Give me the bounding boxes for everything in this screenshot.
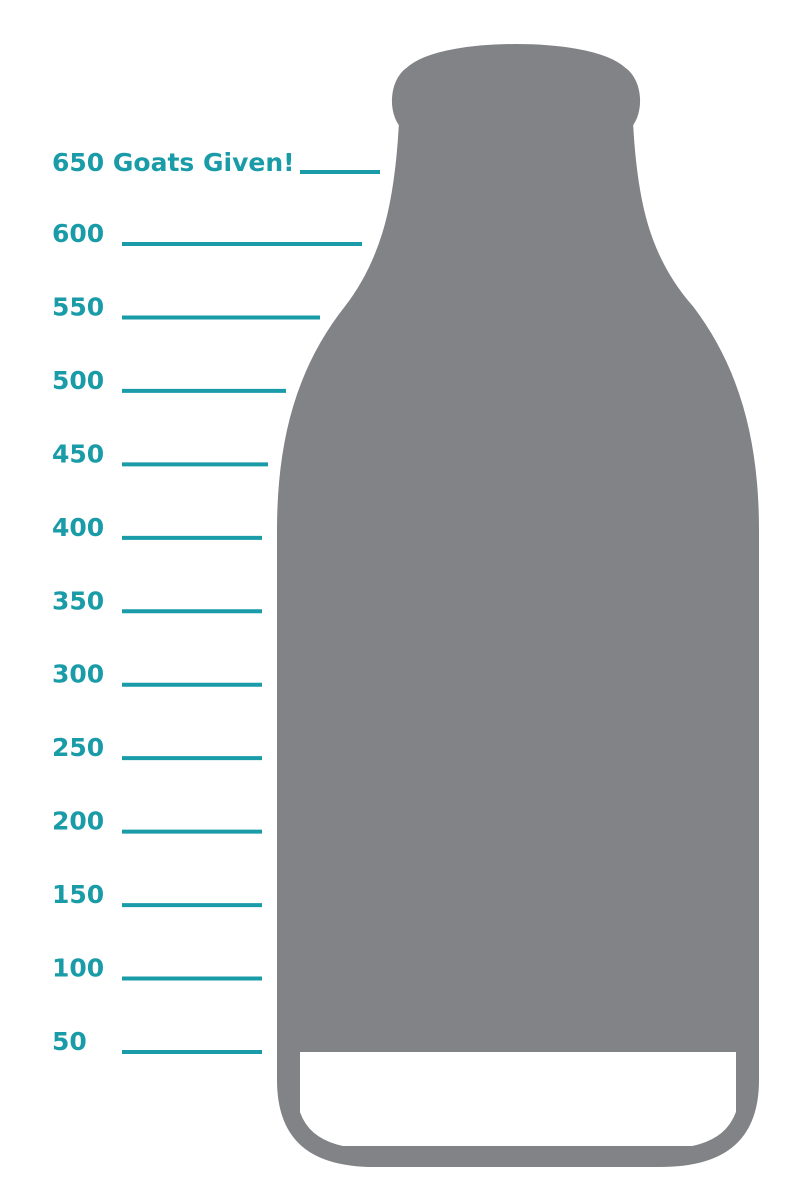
scale-mark-label: 500 xyxy=(52,366,104,395)
scale-mark-label: 300 xyxy=(52,660,104,689)
scale-mark-200: 200 xyxy=(52,807,262,836)
scale-mark-label: 450 xyxy=(52,439,104,468)
scale-mark-label: 350 xyxy=(52,586,104,615)
scale-mark-label: 400 xyxy=(52,513,104,542)
bottle-shape xyxy=(286,53,750,1158)
scale-mark-label: 200 xyxy=(52,807,104,836)
scale-mark-450: 450 xyxy=(52,439,268,468)
bottle-outline xyxy=(277,44,759,1167)
scale-mark-label: 550 xyxy=(52,292,104,321)
scale-mark-500: 500 xyxy=(52,366,286,395)
scale-mark-550: 550 xyxy=(52,292,320,321)
scale-marks: 600 550 500 450 400 350 300 250 200 150 100 50 xyxy=(52,219,362,1056)
scale-mark-150: 150 xyxy=(52,880,262,909)
scale-mark-50: 50 xyxy=(52,1027,262,1056)
scale-mark-600: 600 xyxy=(52,219,362,248)
scale-mark-label: 600 xyxy=(52,219,104,248)
scale-mark-label: 250 xyxy=(52,733,104,762)
scale-mark-350: 350 xyxy=(52,586,262,615)
scale-mark-400: 400 xyxy=(52,513,262,542)
scale-mark-250: 250 xyxy=(52,733,262,762)
goal-mark: 650 Goats Given! xyxy=(52,148,380,177)
goal-label: 650 Goats Given! xyxy=(52,148,295,177)
milk-bottle xyxy=(277,44,759,1167)
scale-mark-label: 100 xyxy=(52,954,104,983)
bottle-empty-area xyxy=(300,1052,736,1146)
scale-mark-100: 100 xyxy=(52,954,262,983)
scale-mark-300: 300 xyxy=(52,660,262,689)
scale-mark-label: 50 xyxy=(52,1027,87,1056)
scale-mark-label: 150 xyxy=(52,880,104,909)
